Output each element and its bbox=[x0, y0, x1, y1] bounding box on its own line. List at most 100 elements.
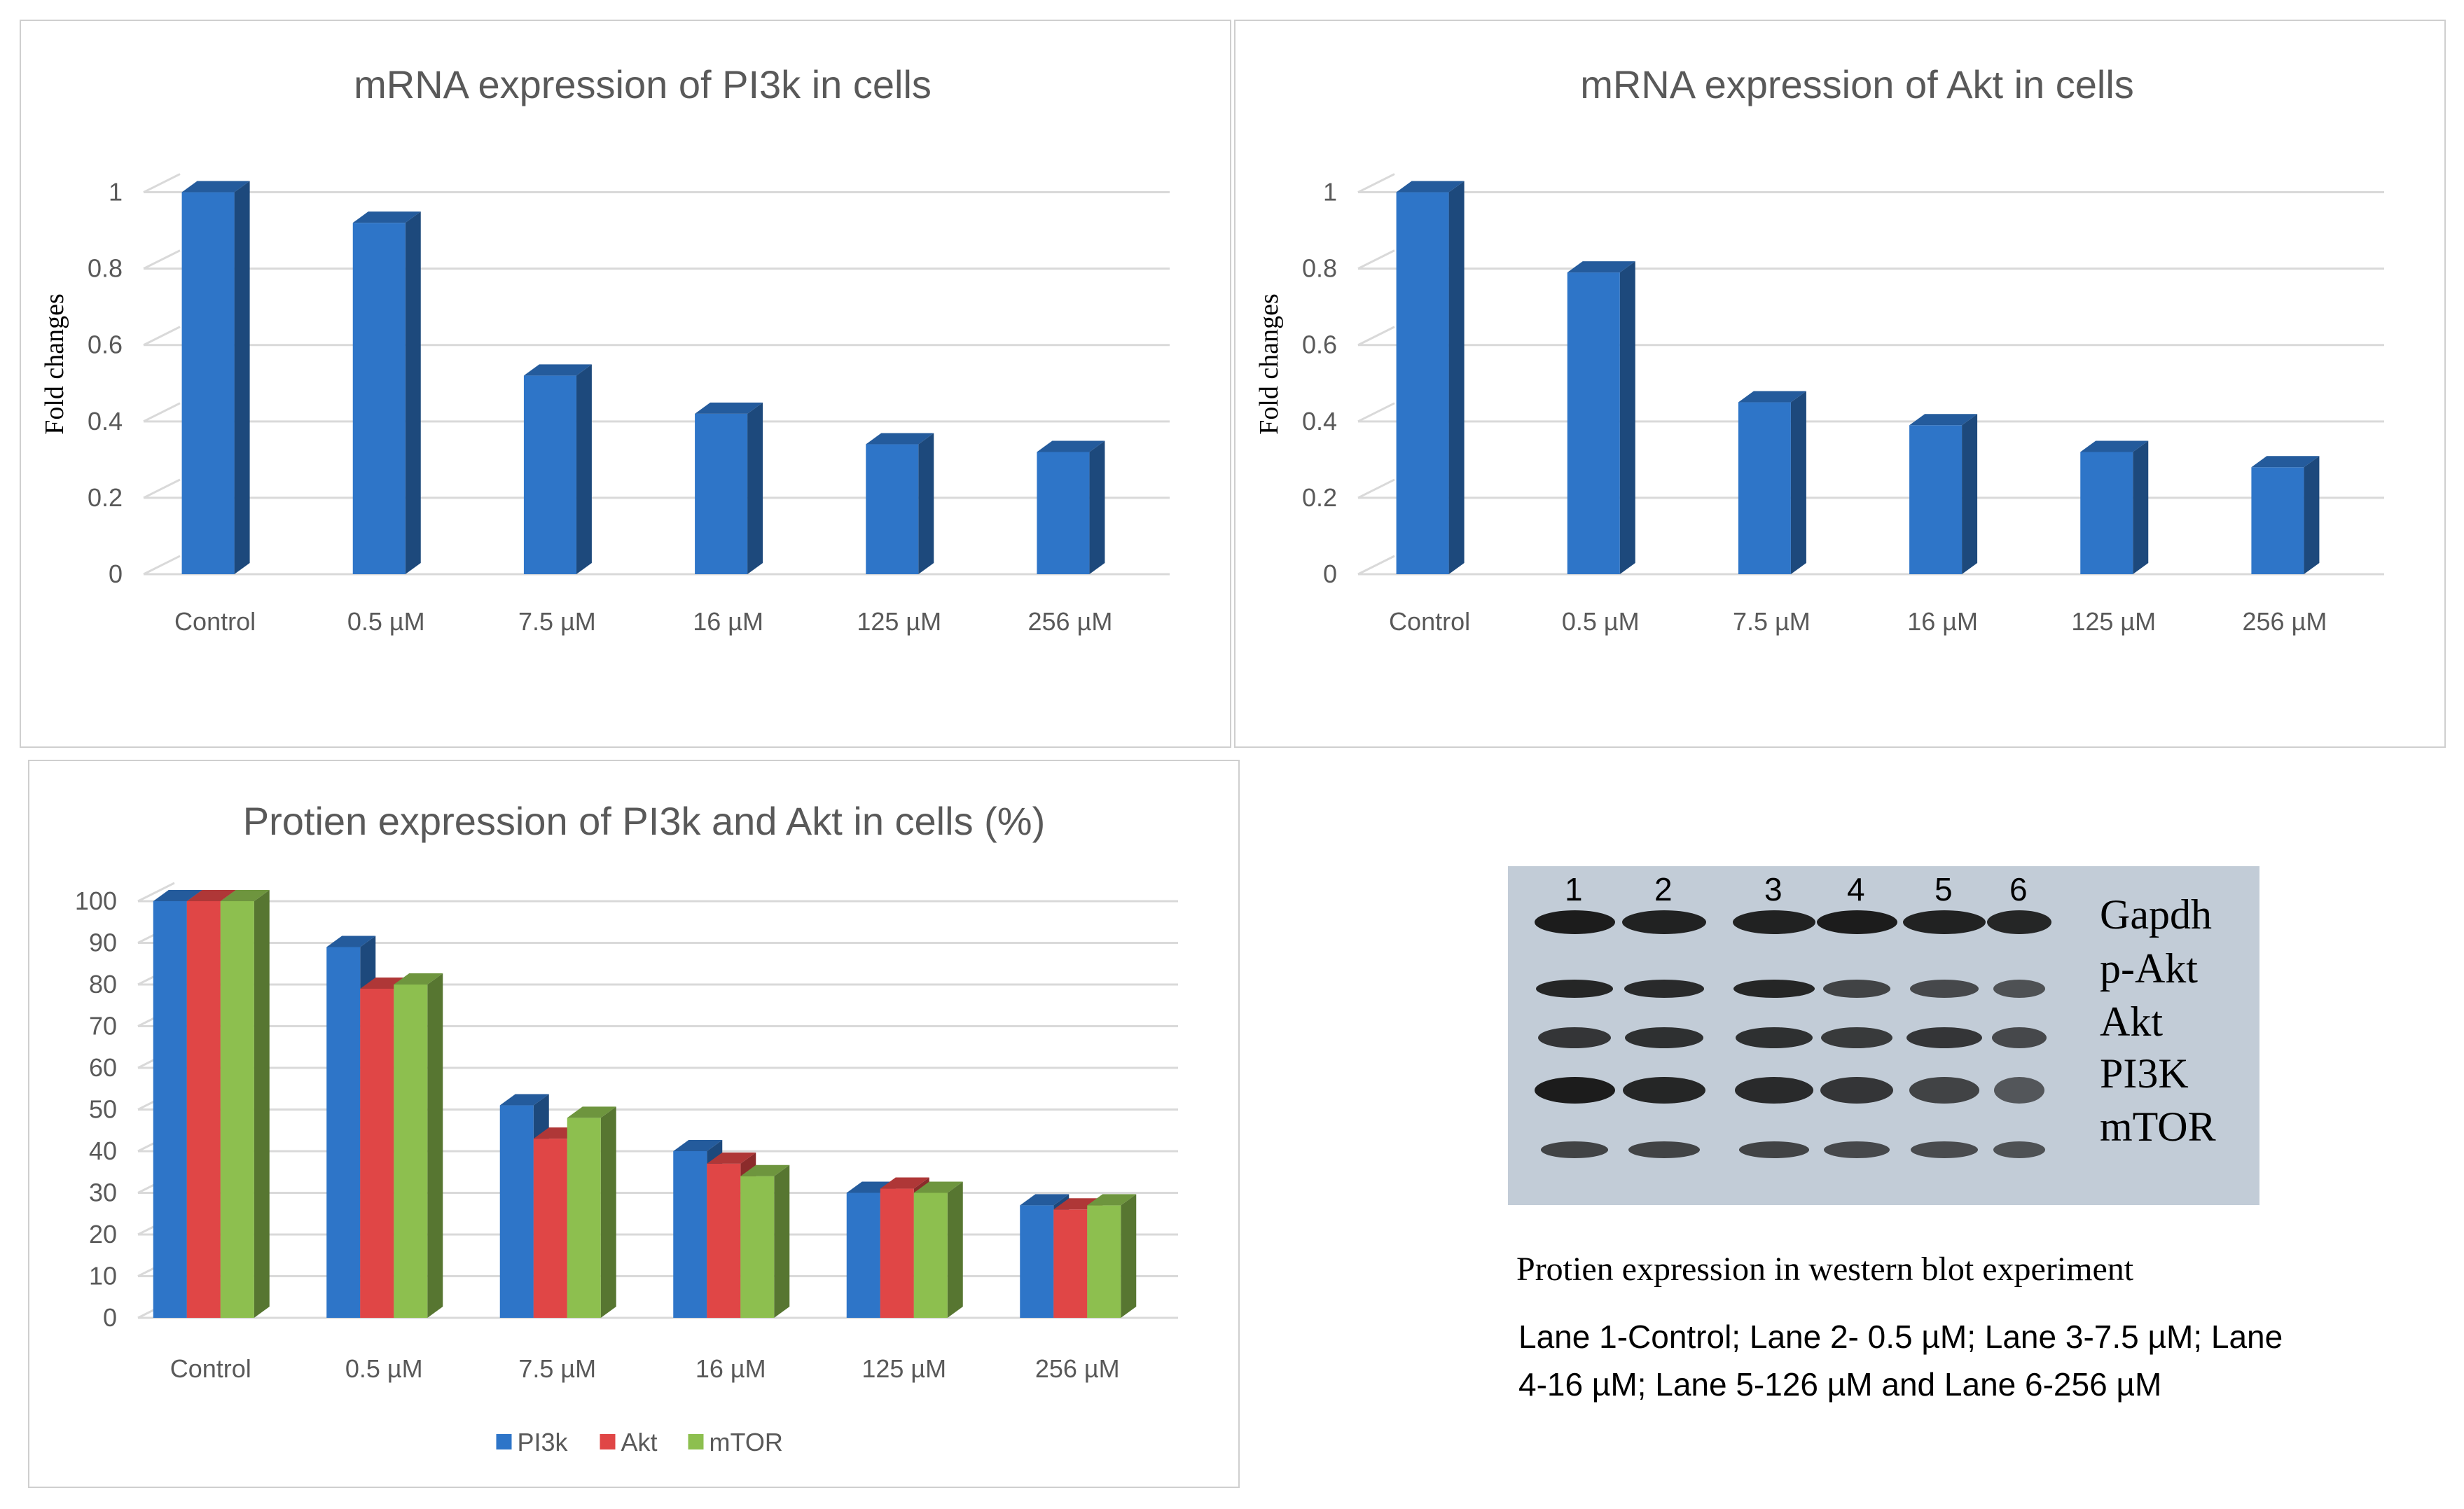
bar-value-1 bbox=[352, 223, 406, 574]
bar-side bbox=[427, 973, 443, 1318]
y-tick-label: 0 bbox=[109, 559, 123, 588]
x-tick-label: Control bbox=[174, 607, 256, 636]
chart-title: mRNA expression of PI3k in cells bbox=[354, 62, 932, 106]
bar-pi3k-3 bbox=[673, 1151, 707, 1318]
blot-band bbox=[1624, 1027, 1704, 1048]
lane-number: 3 bbox=[1764, 871, 1783, 908]
blot-band bbox=[1822, 980, 1891, 998]
bar-side bbox=[2133, 440, 2149, 574]
bar-mtor-4 bbox=[913, 1192, 948, 1318]
blot-band bbox=[1535, 980, 1614, 998]
x-tick-label: 7.5 µM bbox=[518, 1354, 596, 1383]
x-tick-label: 16 µM bbox=[1907, 607, 1978, 636]
y-tick-label: 10 bbox=[89, 1262, 117, 1291]
bar-pi3k-0 bbox=[153, 901, 187, 1318]
blot-protein-label: PI3K bbox=[2100, 1050, 2189, 1097]
y-tick-label: 0.8 bbox=[88, 254, 123, 283]
blot-band bbox=[1820, 1077, 1893, 1104]
bar-mtor-2 bbox=[567, 1118, 601, 1318]
bar-top bbox=[326, 936, 376, 947]
x-tick-label: 256 µM bbox=[1028, 607, 1113, 636]
bar-side bbox=[1619, 261, 1635, 574]
x-tick-label: 0.5 µM bbox=[1562, 607, 1640, 636]
bar-mtor-5 bbox=[1087, 1205, 1121, 1318]
blot-band bbox=[1623, 1077, 1705, 1104]
bar-value-3 bbox=[695, 413, 748, 574]
legend-swatch-mtor bbox=[688, 1434, 704, 1449]
x-tick-label: 0.5 µM bbox=[347, 607, 425, 636]
lane-legend: Lane 1-Control; Lane 2- 0.5 µM; Lane 3-7… bbox=[1518, 1319, 2283, 1403]
gridline-depth bbox=[1357, 402, 1395, 423]
blot-band bbox=[1534, 910, 1615, 934]
bar-side bbox=[600, 1106, 616, 1318]
bar-top bbox=[2251, 456, 2320, 468]
bar-pi3k-1 bbox=[326, 947, 361, 1318]
y-tick-label: 0.8 bbox=[1302, 254, 1337, 283]
blot-band bbox=[1906, 1027, 1982, 1048]
bar-mtor-0 bbox=[220, 901, 254, 1318]
bar-top bbox=[1738, 391, 1806, 403]
legend-label-mtor: mTOR bbox=[710, 1428, 783, 1456]
legend-label-akt: Akt bbox=[621, 1428, 658, 1456]
chart-title: Protien expression of PI3k and Akt in ce… bbox=[243, 799, 1045, 843]
bar-akt-0 bbox=[186, 901, 221, 1318]
bar-value-4 bbox=[2080, 452, 2133, 574]
gridline-depth bbox=[137, 882, 175, 903]
bar-side bbox=[234, 181, 250, 574]
gridline-depth bbox=[1357, 173, 1395, 193]
gridline-depth bbox=[143, 478, 181, 499]
blot-band bbox=[1823, 1141, 1890, 1158]
bar-side bbox=[1448, 181, 1465, 574]
y-tick-label: 80 bbox=[89, 970, 117, 999]
y-tick-label: 1 bbox=[109, 178, 123, 207]
bar-akt-3 bbox=[707, 1163, 741, 1318]
y-tick-label: 60 bbox=[89, 1053, 117, 1082]
bar-top bbox=[499, 1094, 549, 1106]
blot-protein-label: Akt bbox=[2100, 999, 2163, 1045]
gridline-depth bbox=[1357, 326, 1395, 347]
bar-value-2 bbox=[523, 375, 576, 574]
bar-side bbox=[1790, 391, 1806, 574]
legend-label-pi3k: PI3k bbox=[518, 1428, 569, 1456]
y-axis-label: Fold changes bbox=[1254, 293, 1284, 435]
y-tick-label: 0.4 bbox=[1302, 407, 1337, 436]
bar-mtor-3 bbox=[740, 1176, 775, 1318]
blot-band bbox=[1909, 1077, 1980, 1104]
bar-side bbox=[405, 211, 421, 574]
blot-band bbox=[1738, 1141, 1810, 1158]
y-tick-label: 70 bbox=[89, 1012, 117, 1041]
blot-protein-label: mTOR bbox=[2100, 1104, 2216, 1150]
bar-value-5 bbox=[2251, 467, 2304, 574]
bar-top bbox=[695, 402, 763, 414]
bar-value-5 bbox=[1037, 452, 1090, 574]
bar-top bbox=[220, 890, 270, 901]
blot-band bbox=[1903, 910, 1986, 934]
gridline-depth bbox=[143, 326, 181, 347]
bar-value-4 bbox=[866, 444, 919, 574]
blot-band bbox=[1624, 980, 1705, 998]
y-tick-label: 0.4 bbox=[88, 407, 123, 436]
y-tick-label: 1 bbox=[1323, 178, 1337, 207]
lane-number: 1 bbox=[1565, 871, 1583, 908]
lane-number: 4 bbox=[1847, 871, 1865, 908]
lane-number: 2 bbox=[1654, 871, 1673, 908]
blot-band bbox=[1734, 1077, 1814, 1104]
blot-band bbox=[1628, 1141, 1701, 1158]
x-tick-label: 7.5 µM bbox=[1733, 607, 1811, 636]
bar-top bbox=[352, 211, 421, 223]
bar-top bbox=[673, 1140, 723, 1151]
pi3k-mrna-panel: mRNA expression of PI3k in cells 0 0.2 0.4 0… bbox=[20, 20, 1231, 748]
x-tick-label: 125 µM bbox=[857, 607, 941, 636]
bar-mtor-1 bbox=[394, 985, 428, 1318]
bar-side bbox=[1089, 440, 1105, 574]
y-tick-label: 50 bbox=[89, 1095, 117, 1124]
y-tick-label: 100 bbox=[75, 886, 117, 915]
blot-band bbox=[1993, 1141, 2046, 1158]
bar-top bbox=[394, 973, 443, 985]
blot-band bbox=[1911, 1141, 1978, 1158]
bar-top bbox=[707, 1152, 756, 1164]
bar-top bbox=[1020, 1194, 1070, 1206]
gridline-depth bbox=[1357, 555, 1395, 576]
bar-top bbox=[1037, 440, 1105, 452]
akt-mrna-chart: mRNA expression of Akt in cells 0 0.2 0.4 0.… bbox=[1254, 62, 2384, 636]
